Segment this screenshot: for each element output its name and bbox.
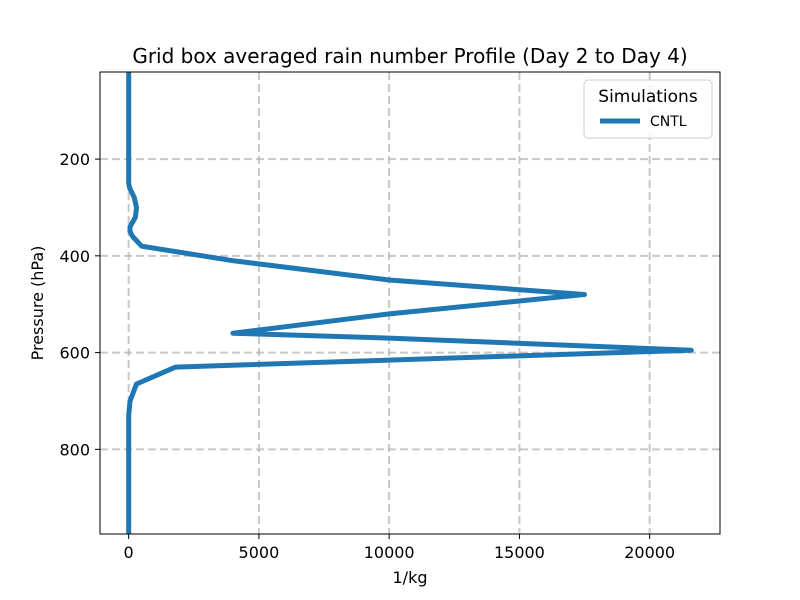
x-tick-label: 15000 xyxy=(494,543,545,562)
legend: Simulations CNTL xyxy=(583,79,713,139)
x-tick-label: 0 xyxy=(124,543,134,562)
chart-title: Grid box averaged rain number Profile (D… xyxy=(132,44,687,68)
y-axis-ticks: 200 400 600 800 xyxy=(59,150,100,459)
x-tick-label: 10000 xyxy=(364,543,415,562)
x-axis-ticks: 0 5000 10000 15000 20000 xyxy=(124,534,675,562)
plot-frame xyxy=(99,71,721,535)
x-axis-label: 1/kg xyxy=(393,568,428,587)
series-lines xyxy=(126,72,694,534)
x-tick-label: 20000 xyxy=(624,543,675,562)
y-tick-label: 800 xyxy=(59,440,90,459)
legend-title: Simulations xyxy=(598,87,698,107)
legend-label-cntl: CNTL xyxy=(650,114,687,130)
y-tick-label: 200 xyxy=(59,150,90,169)
y-tick-label: 600 xyxy=(59,344,90,363)
x-tick-label: 5000 xyxy=(239,543,280,562)
series-line-cntl xyxy=(126,72,694,534)
y-axis-label: Pressure (hPa) xyxy=(28,246,47,361)
y-tick-label: 400 xyxy=(59,247,90,266)
